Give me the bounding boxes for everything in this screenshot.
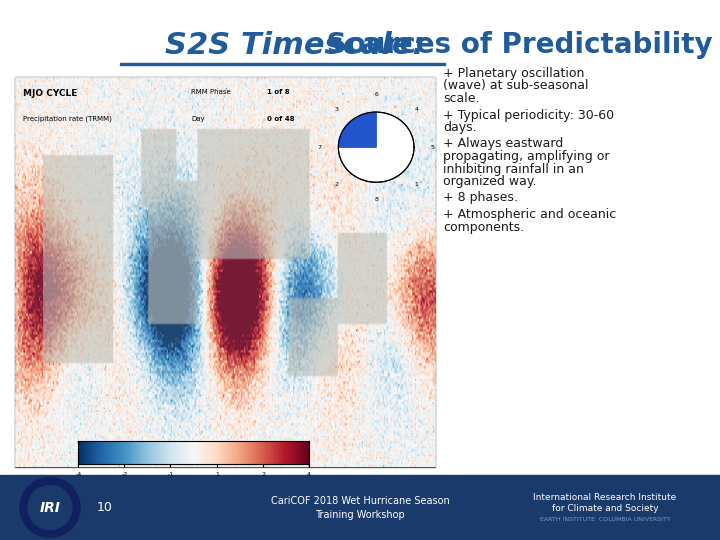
Text: CariCOF 2018 Wet Hurricane Season: CariCOF 2018 Wet Hurricane Season [271,496,449,505]
Bar [120,63,445,65]
Text: mm day⁻¹: mm day⁻¹ [343,442,377,449]
Text: components.: components. [443,220,524,233]
Text: 4: 4 [414,107,418,112]
Text: 3: 3 [334,107,338,112]
Text: for Climate and Society: for Climate and Society [552,504,658,513]
Text: inhibiting rainfall in an: inhibiting rainfall in an [443,163,584,176]
Circle shape [28,485,72,530]
Text: (wave) at sub-seasonal: (wave) at sub-seasonal [443,79,588,92]
Bar [0,475,720,540]
Text: 0 of 48: 0 of 48 [267,116,294,122]
Polygon shape [338,112,414,183]
Text: 10: 10 [97,501,113,514]
Text: organized way.: organized way. [443,175,536,188]
Text: 2: 2 [334,182,338,187]
Text: + 8 phases.: + 8 phases. [443,192,518,205]
Text: Day: Day [192,116,205,122]
Text: Sources of Predictability: Sources of Predictability [317,31,713,59]
Text: EARTH INSTITUTE  COLUMBIA UNIVERSITY: EARTH INSTITUTE COLUMBIA UNIVERSITY [539,517,670,522]
Text: + Always eastward: + Always eastward [443,138,563,151]
Polygon shape [338,112,377,147]
Text: Training Workshop: Training Workshop [315,510,405,519]
Text: scale.: scale. [443,92,480,105]
Bar [15,77,435,467]
Text: + Atmospheric and oceanic: + Atmospheric and oceanic [443,208,616,221]
Text: S2S Timescale:: S2S Timescale: [165,30,425,59]
Text: Less rain: Less rain [112,444,153,454]
Text: 5: 5 [431,145,435,150]
Text: 8: 8 [374,197,378,202]
Text: More rain: More rain [246,444,289,454]
Text: 1 of 8: 1 of 8 [267,89,289,94]
Circle shape [20,477,80,537]
Text: days.: days. [443,121,477,134]
Text: propagating, amplifying or: propagating, amplifying or [443,150,610,163]
Text: 6: 6 [374,92,378,97]
Text: 7: 7 [318,145,322,150]
Text: International Research Institute: International Research Institute [534,493,677,502]
Text: IRI: IRI [40,501,60,515]
Text: + Typical periodicity: 30-60: + Typical periodicity: 30-60 [443,109,614,122]
Text: RMM Phase: RMM Phase [192,89,231,94]
Text: + Planetary oscillation: + Planetary oscillation [443,67,585,80]
Text: MJO CYCLE: MJO CYCLE [23,89,78,98]
Text: 1: 1 [414,182,418,187]
Text: Precipitation rate (TRMM): Precipitation rate (TRMM) [23,116,112,123]
